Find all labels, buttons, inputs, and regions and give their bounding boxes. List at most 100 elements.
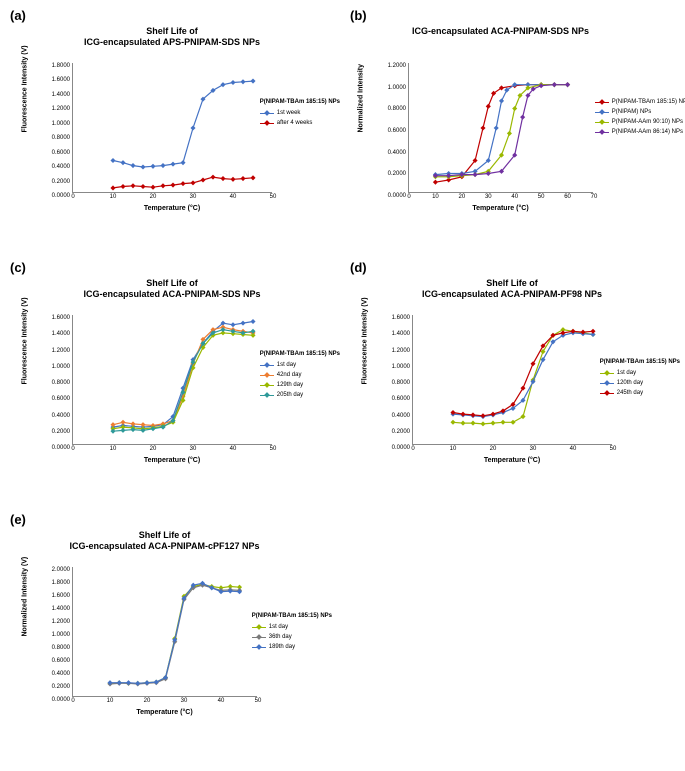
ytick: 0.0000 [392,445,413,451]
marker [490,421,495,426]
panel-c: (c)Shelf Life ofICG-encapsulated ACA-PNI… [10,260,340,480]
legend-marker [260,395,274,397]
marker [120,184,125,189]
xlabel: Temperature (°C) [72,457,272,464]
chart-title: Shelf Life ofICG-encapsulated APS-PNIPAM… [42,26,302,48]
ytick: 0.8000 [52,645,73,651]
xlabel: Temperature (°C) [72,205,272,212]
series-line [113,333,253,429]
panel-label: (a) [10,8,26,23]
series-line [110,585,240,684]
ytick: 1.2000 [388,63,409,69]
legend: P(NIPAM-TBAm 185:15) NPs1st day36th day1… [252,612,332,653]
marker [200,177,205,182]
ytick: 1.6000 [52,315,73,321]
panel-e: (e)Shelf Life ofICG-encapsulated ACA-PNI… [10,512,340,732]
xtick: 0 [71,192,74,200]
ytick: 1.0000 [52,364,73,370]
chart-area: 0.00000.20000.40000.60000.80001.00001.20… [412,315,612,445]
legend-label: P(NIPAM) NPs [612,108,652,117]
marker [135,681,140,686]
ytick: 1.2000 [392,348,413,354]
marker [486,104,491,109]
panel-label: (d) [350,260,367,275]
xtick: 20 [144,696,151,704]
ytick: 0.0000 [52,697,73,703]
ytick: 1.6000 [52,77,73,83]
ytick: 1.8000 [52,63,73,69]
plot-svg [73,63,272,192]
marker [230,177,235,182]
xtick: 0 [407,192,410,200]
legend-marker [260,113,274,115]
legend: P(NIPAM-TBAm 185:15) NPs1st weekafter 4 … [260,98,340,129]
legend-title: P(NIPAM-TBAm 185:15) NPs [252,612,332,621]
legend-marker [600,373,614,375]
legend-item: 205th day [260,391,340,400]
marker [180,160,185,165]
series-line [435,85,567,175]
legend-title: P(NIPAM-TBAm 185:15) NPs [260,350,340,359]
marker [473,172,478,177]
ytick: 0.2000 [52,684,73,690]
xtick: 40 [218,696,225,704]
ytick: 1.4000 [52,331,73,337]
ytick: 0.6000 [52,150,73,156]
marker [170,162,175,167]
legend-label: 1st day [617,369,636,378]
panel-label: (b) [350,8,367,23]
xtick: 30 [485,192,492,200]
series-line [113,330,253,432]
marker [470,412,475,417]
ytick: 0.0000 [52,193,73,199]
marker [520,115,525,120]
ylabel: Fluorescence Intensity (V) [362,375,369,385]
marker [117,680,122,685]
marker [460,421,465,426]
marker [130,183,135,188]
legend-marker [600,393,614,395]
xtick: 10 [110,192,117,200]
legend-item: 36th day [252,633,332,642]
ytick: 0.4000 [392,413,413,419]
xtick: 10 [107,696,114,704]
xtick: 0 [411,444,414,452]
marker [480,413,485,418]
series-line [113,322,253,428]
legend-marker [260,365,274,367]
marker [470,421,475,426]
legend-label: 205th day [277,391,303,400]
ytick: 1.2000 [52,619,73,625]
xtick: 20 [150,444,157,452]
marker [220,176,225,181]
legend-label: 1st day [277,361,296,370]
legend-item: 129th day [260,381,340,390]
series-line [453,333,593,417]
ytick: 0.4000 [52,413,73,419]
xtick: 10 [110,444,117,452]
xlabel: Temperature (°C) [412,457,612,464]
xtick: 70 [591,192,598,200]
marker [230,322,235,327]
marker [512,106,517,111]
xtick: 40 [230,192,237,200]
legend-label: 129th day [277,381,303,390]
ylabel: Fluorescence Intensity (V) [22,123,29,133]
xtick: 30 [530,444,537,452]
panel-b: (b)ICG-encapsulated ACA-PNIPAM-SDS NPs0.… [350,8,680,228]
ytick: 1.6000 [392,315,413,321]
plot-svg [73,315,272,444]
xtick: 20 [150,192,157,200]
marker [433,180,438,185]
marker [150,164,155,169]
xtick: 50 [538,192,545,200]
legend-marker [260,123,274,125]
xtick: 0 [71,696,74,704]
ytick: 0.8000 [388,106,409,112]
ytick: 1.0000 [388,85,409,91]
ytick: 0.0000 [388,193,409,199]
ytick: 0.2000 [388,171,409,177]
marker [565,82,570,87]
marker [190,180,195,185]
legend-marker [595,122,609,124]
